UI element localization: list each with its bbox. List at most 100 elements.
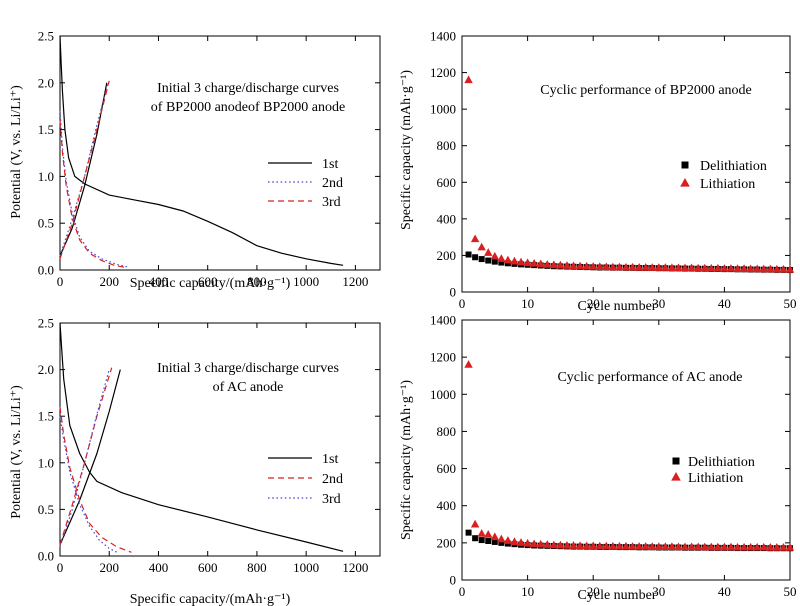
data-point-triangle <box>713 542 723 551</box>
data-point-triangle <box>510 537 519 545</box>
x-tick-label: 400 <box>149 560 169 575</box>
data-point-triangle <box>707 263 716 272</box>
plot-area: 0 10 20 30 40 50 0 200 400 600 800 1000 1200 1400 <box>430 29 797 312</box>
x-tick-label: 1200 <box>342 274 368 289</box>
data-point-triangle <box>575 541 585 550</box>
x-tick-label: 800 <box>247 274 267 289</box>
y-tick-label: 200 <box>437 535 457 550</box>
data-point-triangle <box>589 541 598 550</box>
y-tick-label: 1400 <box>430 313 456 328</box>
data-point-triangle <box>543 260 552 268</box>
x-tick-label: 0 <box>57 274 64 289</box>
data-point-square <box>485 257 492 264</box>
data-point-triangle <box>510 256 519 265</box>
series-3rd-discharge-line <box>59 416 120 554</box>
data-point-triangle <box>621 541 631 550</box>
panel-subtitle: of AC anode <box>213 380 284 395</box>
x-tick-label: 200 <box>99 560 119 575</box>
data-point-square <box>498 539 505 546</box>
data-point-triangle <box>562 540 572 549</box>
data-point-triangle <box>628 262 637 271</box>
x-tick-label: 600 <box>198 560 218 575</box>
data-point-triangle <box>648 542 657 550</box>
data-point-triangle <box>615 262 624 271</box>
data-point-triangle <box>759 264 768 273</box>
y-tick-label: 0.5 <box>38 502 54 517</box>
axes-frame <box>59 35 381 271</box>
data-point-triangle <box>582 541 591 550</box>
legend-label-3rd: 3rd <box>322 195 341 210</box>
data-point-triangle <box>667 263 677 272</box>
x-tick-label: 30 <box>652 296 665 311</box>
x-tick-label: 200 <box>99 274 119 289</box>
x-tick-label: 1000 <box>293 560 319 575</box>
data-point-triangle <box>562 261 572 269</box>
legend-label-1st: 1st <box>322 452 338 467</box>
data-point-triangle <box>759 542 768 551</box>
x-axis-label: Cycle number <box>578 588 657 603</box>
data-point-triangle <box>648 263 657 271</box>
data-point-triangle <box>549 540 559 549</box>
y-tick-label: 1200 <box>430 65 456 80</box>
series-1st-discharge-line <box>59 322 344 552</box>
x-tick-label: 10 <box>521 584 534 599</box>
data-point-square <box>491 538 498 545</box>
data-point-triangle <box>516 257 526 266</box>
data-point-square <box>478 537 485 544</box>
x-tick-label: 600 <box>198 274 218 289</box>
data-point-triangle <box>779 264 788 273</box>
panel-title: Cyclic performance of AC anode <box>557 370 742 385</box>
y-tick-label: 1200 <box>430 350 456 365</box>
series-1st-charge-line <box>59 369 121 546</box>
x-tick-label: 0 <box>459 296 466 311</box>
x-axis-label: Specific capacity/(mAh·g⁻¹) <box>130 592 291 606</box>
axes-frame <box>461 319 791 581</box>
data-point-triangle <box>549 260 559 269</box>
data-point-triangle <box>602 262 611 271</box>
y-tick-label: 800 <box>437 138 457 153</box>
legend-swatch-square <box>672 457 680 465</box>
panel-subtitle: of BP2000 anodeof BP2000 anode <box>151 100 345 115</box>
data-point-triangle <box>726 542 736 551</box>
y-tick-label: 0.0 <box>38 263 54 278</box>
y-axis-label: Specific capacity (mAh·g⁻¹) <box>399 70 414 230</box>
legend-label-delithiation: Delithiation <box>688 455 755 470</box>
x-tick-label: 10 <box>521 296 534 311</box>
legend-label-2nd: 2nd <box>322 176 343 191</box>
data-point-triangle <box>654 263 663 271</box>
data-point-triangle <box>733 264 742 272</box>
data-point-square <box>491 258 498 265</box>
data-point-square <box>498 259 505 266</box>
data-point-triangle <box>556 260 565 269</box>
data-point-triangle <box>680 542 690 551</box>
data-point-triangle <box>503 255 513 264</box>
data-point-triangle <box>589 262 598 270</box>
panel-title: Initial 3 charge/discharge curves <box>157 361 339 376</box>
panel-ac-cycle: Cyclic performance of AC anode Cycle num… <box>399 313 797 604</box>
y-tick-label: 1400 <box>430 29 456 44</box>
data-point-triangle <box>674 263 683 272</box>
legend-label-3rd: 3rd <box>322 492 341 507</box>
data-point-square <box>465 251 472 258</box>
y-tick-label: 1000 <box>430 102 456 117</box>
y-tick-label: 2.0 <box>38 75 54 90</box>
y-axis-label: Potential (V, vs. Li/Li⁺) <box>9 85 24 219</box>
data-point-square <box>472 254 479 261</box>
data-point-triangle <box>569 541 578 549</box>
series-3rd-discharge-line <box>59 120 125 268</box>
data-point-square <box>465 529 472 536</box>
data-point-triangle <box>726 264 736 272</box>
x-axis-label: Specific capacity/(mAh·g⁻¹) <box>130 276 291 291</box>
legend-label-1st: 1st <box>322 157 338 172</box>
data-point-triangle <box>779 543 788 551</box>
y-axis-label: Specific capacity (mAh·g⁻¹) <box>399 380 414 540</box>
y-tick-label: 400 <box>437 211 457 226</box>
x-tick-label: 0 <box>57 560 64 575</box>
plot-area: 0 200 400 600 800 1000 1200 0.0 0.5 1.0 1.5 2.0 2.5 <box>38 29 381 289</box>
data-point-triangle <box>536 539 545 548</box>
legend-swatch-triangle <box>671 472 681 481</box>
data-point-square <box>485 538 492 544</box>
x-tick-label: 0 <box>459 584 466 599</box>
data-point-triangle <box>523 258 532 267</box>
y-axis-label: Potential (V, vs. Li/Li⁺) <box>9 385 24 519</box>
